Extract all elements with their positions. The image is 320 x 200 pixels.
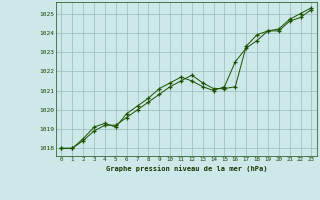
X-axis label: Graphe pression niveau de la mer (hPa): Graphe pression niveau de la mer (hPa) (106, 165, 267, 172)
